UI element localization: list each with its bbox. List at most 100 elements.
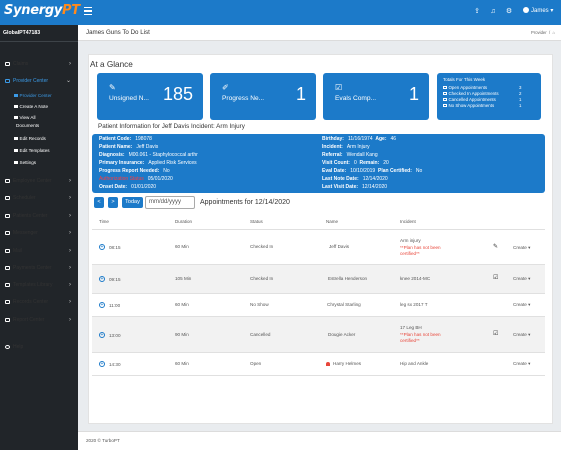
divider [92, 352, 545, 353]
last-visit-date: Last Visit Date: 12/14/2020 [322, 184, 388, 190]
patient-code: Patient Code: 198078 [99, 136, 152, 142]
create-dropdown[interactable]: Create ▾ [513, 245, 531, 250]
onset-date: Onset Date: 01/01/2020 [99, 184, 157, 190]
chevron-right-icon: › [69, 230, 71, 236]
tile-unsigned-notes[interactable]: ✎ Unsigned N... 185 [97, 73, 203, 120]
records-icon [5, 299, 10, 304]
sidebar-sub-edit-templates[interactable]: Edit Templates [14, 148, 50, 154]
calendar-icon [443, 103, 447, 108]
report-icon [5, 317, 10, 322]
chevron-right-icon: › [69, 299, 71, 305]
create-dropdown[interactable]: Create ▾ [513, 361, 531, 366]
messenger-icon [5, 230, 10, 235]
tile-progress-needed[interactable]: ✐ Progress Ne... 1 [210, 73, 316, 120]
alert-bell-icon [326, 361, 330, 366]
check-icon: ☑ [335, 83, 343, 92]
expand-row-icon[interactable]: + [99, 276, 105, 282]
chevron-right-icon: › [69, 195, 71, 201]
sidebar-sub-edit-records[interactable]: Edit Records [14, 136, 46, 142]
patients-icon [5, 213, 10, 218]
sidebar-item-provider-center[interactable]: Provider Center ⌄ [0, 75, 78, 87]
table-row[interactable] [92, 230, 545, 264]
prev-day-button[interactable]: < [94, 197, 104, 208]
total-no-show[interactable]: No Show Appointments 1 [443, 103, 539, 108]
notification-bell-icon[interactable]: ♫ [490, 8, 496, 15]
authorization-status: Authorization Status 05/01/2020 [99, 176, 173, 182]
tile-evals-completed[interactable]: ☑ Evals Comp... 1 [323, 73, 429, 120]
sidebar-item-claims[interactable]: Claims › [0, 58, 78, 70]
patient-info-panel: Patient Code: 198078 Patient Name: Jeff Da… [92, 134, 545, 193]
create-dropdown[interactable]: Create ▾ [513, 332, 531, 337]
settings-gear-icon[interactable]: ⚙ [505, 8, 513, 15]
divider [92, 316, 545, 317]
appointments-title: Appointments for 12/14/2020 [200, 199, 290, 206]
table-row[interactable] [92, 294, 545, 316]
breadcrumb-provider[interactable]: Provider [531, 30, 547, 35]
row-name-with-alert[interactable]: Harry Helmes [326, 361, 361, 367]
divider [92, 264, 545, 265]
birthday: Birthday: 11/16/1974 Age: 46 [322, 136, 397, 142]
app-logo[interactable]: SynergyPT [4, 3, 80, 18]
sidebar-item-patients-center[interactable]: Patients Center › [0, 210, 78, 222]
scheduler-icon [5, 195, 10, 200]
table-row[interactable] [92, 317, 545, 352]
sidebar-item-help[interactable]: Help [0, 341, 78, 353]
payments-icon [5, 265, 10, 270]
expand-row-icon[interactable]: + [99, 302, 105, 308]
create-dropdown[interactable]: Create ▾ [513, 276, 531, 281]
sidebar-item-mail[interactable]: Mail › [0, 245, 78, 257]
edit-note-icon[interactable]: ✎ [493, 244, 499, 250]
expand-row-icon[interactable]: + [99, 361, 105, 367]
user-menu[interactable]: James ▾ [523, 6, 553, 17]
expand-row-icon[interactable]: + [99, 332, 105, 338]
sidebar-sub-provider-center[interactable]: Provider Center [14, 93, 52, 99]
expand-row-icon[interactable]: + [99, 244, 105, 250]
divider [92, 229, 545, 230]
chevron-right-icon: › [69, 317, 71, 323]
patient-insurance: Primary Insurance: Applied Risk Services [99, 160, 197, 166]
sidebar-item-records-center[interactable]: Records Center › [0, 296, 78, 308]
chevron-down-icon: ⌄ [65, 78, 71, 84]
table-row[interactable] [92, 265, 545, 293]
col-duration: Duration [175, 219, 193, 224]
sidebar-sub-create-note[interactable]: Create A Note [14, 104, 48, 110]
total-open[interactable]: Open Appointments 3 [443, 85, 539, 90]
col-status: Status [250, 219, 263, 224]
provider-icon [5, 78, 10, 83]
calendar-icon [443, 85, 447, 90]
sidebar-item-templates-library[interactable]: Templates Library › [0, 279, 78, 291]
sidebar-item-scheduler[interactable]: Scheduler › [0, 192, 78, 204]
table-row[interactable] [92, 353, 545, 375]
signed-icon[interactable]: ☑ [493, 331, 499, 337]
referral: Referral: Wendall Kang [322, 152, 378, 158]
upload-icon[interactable]: ⇪ [474, 8, 480, 15]
last-note-date: Last Note Date: 12/14/2020 [322, 176, 388, 182]
date-input[interactable]: mm/dd/yyyy [145, 196, 195, 209]
sidebar-sub-view-all[interactable]: View All [14, 115, 36, 121]
create-dropdown[interactable]: Create ▾ [513, 302, 531, 307]
sidebar-item-employee-center[interactable]: Employee Center › [0, 175, 78, 187]
sidebar-brand: GlobalPT47183 [0, 25, 78, 42]
next-day-button[interactable]: > [108, 197, 118, 208]
sidebar-item-payments-center[interactable]: Payments Center › [0, 262, 78, 274]
sidebar-item-report-center[interactable]: Report Center › [0, 314, 78, 326]
at-a-glance-title: At a Glance [90, 60, 133, 69]
signed-icon[interactable]: ☑ [493, 275, 499, 281]
eval-date: Eval Date: 10/10/2019 Plan Certified: No [322, 168, 423, 174]
sidebar-sub-documents[interactable]: Documents [16, 123, 40, 128]
today-button[interactable]: Today [122, 197, 143, 208]
visit-count: Visit Count: 0 Remain: 20 [322, 160, 389, 166]
chevron-right-icon: › [69, 61, 71, 67]
footer-text: 2020 © TurboPT [86, 438, 120, 443]
hamburger-menu-icon[interactable] [84, 7, 92, 15]
sidebar-sub-settings[interactable]: Settings [14, 160, 36, 166]
total-checked-in[interactable]: Checked In Appointments 2 [443, 91, 539, 96]
home-icon[interactable]: ⌂ [552, 30, 555, 35]
sidebar-item-messenger[interactable]: Messenger › [0, 227, 78, 239]
edit-icon: ✎ [109, 83, 116, 92]
col-incident: Incident [400, 219, 416, 224]
total-cancelled[interactable]: Cancelled Appointments 1 [443, 97, 539, 102]
mail-icon [5, 248, 10, 253]
chevron-right-icon: › [69, 282, 71, 288]
pencil-icon: ✐ [222, 83, 229, 92]
